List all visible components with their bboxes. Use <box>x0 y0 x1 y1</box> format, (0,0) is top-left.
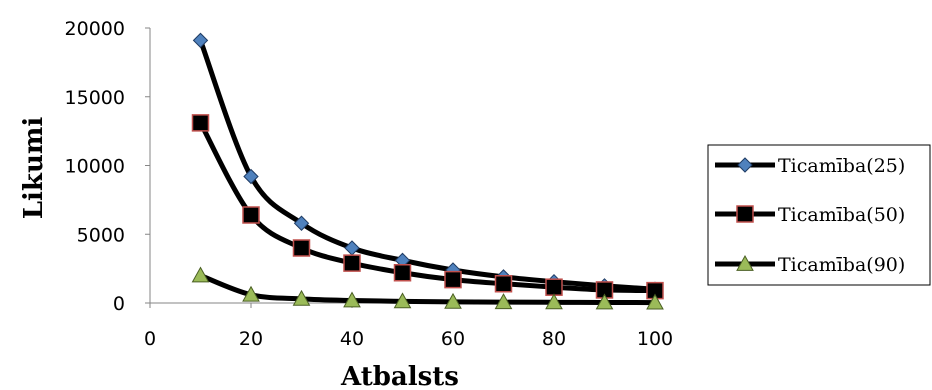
legend-entry: Ticamība(25) <box>715 155 905 177</box>
series-line <box>198 273 658 306</box>
y-tick-label: 5000 <box>77 224 125 246</box>
data-point <box>444 292 462 309</box>
data-point <box>444 270 462 289</box>
y-tick-label: 10000 <box>65 156 125 178</box>
data-point <box>192 32 209 49</box>
legend: Ticamība(25) Ticamība(50) Ticamība(90) <box>707 144 931 286</box>
x-tick-label: 40 <box>340 328 364 350</box>
x-tick-label: 100 <box>637 328 673 350</box>
x-tick-label: 60 <box>441 328 465 350</box>
data-point <box>242 206 260 224</box>
legend-marker <box>736 254 754 271</box>
data-point <box>191 266 210 283</box>
series-1 <box>192 32 663 297</box>
data-point <box>191 114 210 132</box>
series-2 <box>191 114 664 300</box>
series-3 <box>191 266 664 310</box>
legend-marker <box>737 157 753 173</box>
data-point <box>393 292 412 309</box>
data-point <box>393 264 412 282</box>
data-point <box>595 293 614 310</box>
x-tick-labels: 0 20 40 60 80 100 <box>144 303 673 350</box>
data-point <box>545 278 563 296</box>
data-point <box>494 275 513 293</box>
y-tick-label: 20000 <box>65 18 125 40</box>
y-axis-title: Likumi <box>19 117 49 220</box>
x-tick-label: 80 <box>542 328 566 350</box>
data-point <box>343 291 361 308</box>
legend-label: Ticamība(90) <box>778 254 905 276</box>
data-point <box>494 293 513 310</box>
data-point <box>292 239 311 257</box>
legend-label: Ticamība(50) <box>778 204 905 226</box>
data-point <box>243 168 259 185</box>
series-line <box>198 120 658 294</box>
legend-label: Ticamība(25) <box>778 155 905 177</box>
data-point <box>343 254 361 272</box>
series-layer <box>191 32 664 310</box>
legend-entry: Ticamība(90) <box>715 254 905 276</box>
data-point <box>242 285 260 302</box>
x-tick-label: 20 <box>239 328 263 350</box>
y-tick-label: 15000 <box>65 87 125 109</box>
data-point <box>344 240 360 256</box>
series-line <box>198 37 658 292</box>
y-tick-labels: 0 5000 10000 15000 20000 <box>65 18 150 315</box>
x-axis-title: Atbalsts <box>340 362 459 390</box>
y-tick-label: 0 <box>113 293 125 315</box>
x-tick-label: 0 <box>144 328 156 350</box>
data-point <box>545 293 563 310</box>
legend-marker <box>736 205 754 223</box>
data-point <box>293 215 310 231</box>
legend-entry: Ticamība(50) <box>715 204 905 226</box>
data-point <box>646 293 664 310</box>
data-point <box>292 289 311 306</box>
